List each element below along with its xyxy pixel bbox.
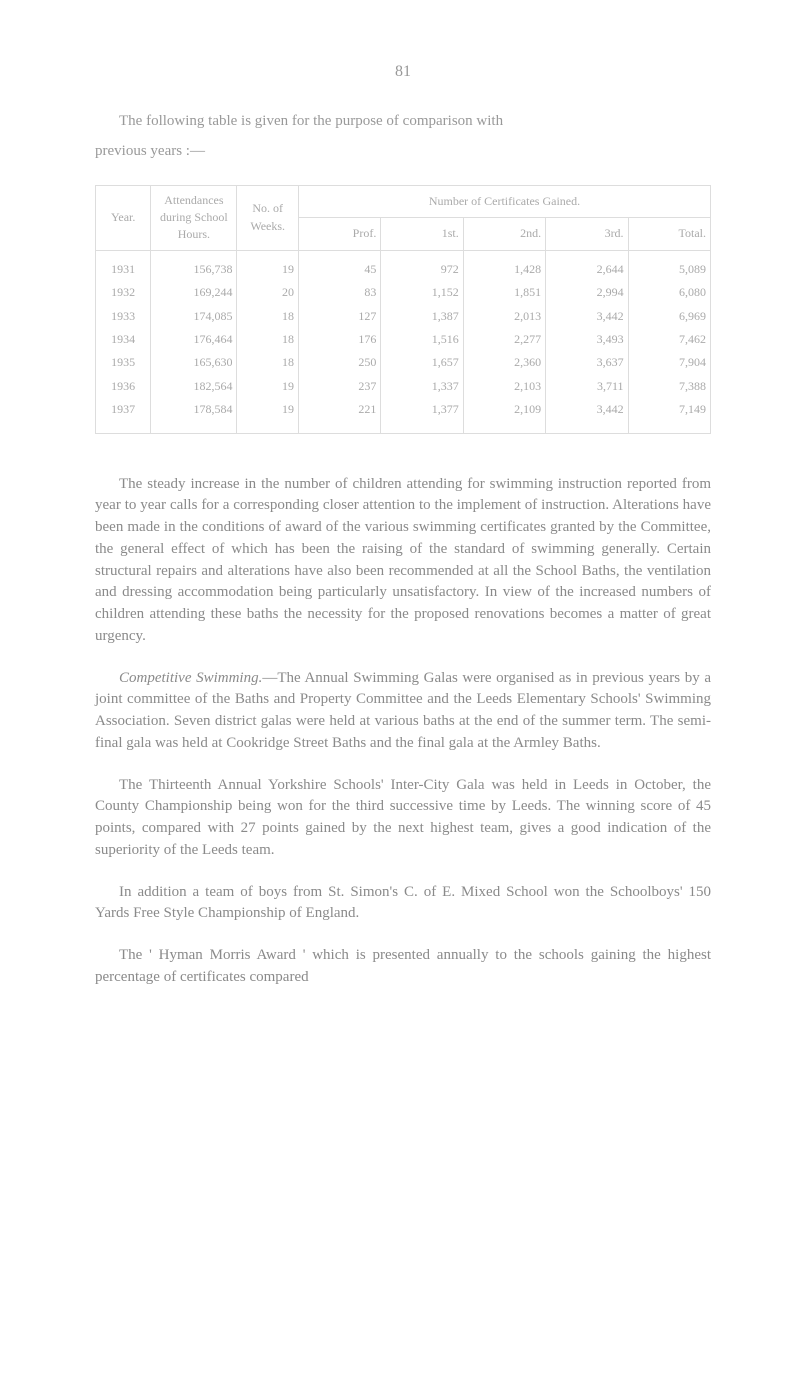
cell-year: 1933 bbox=[96, 305, 151, 328]
cell-first: 1,387 bbox=[381, 305, 463, 328]
cell-third: 3,442 bbox=[546, 305, 628, 328]
cell-weeks: 18 bbox=[237, 328, 299, 351]
cell-prof: 45 bbox=[298, 250, 380, 281]
cell-third: 3,493 bbox=[546, 328, 628, 351]
cell-second: 2,360 bbox=[463, 351, 545, 374]
table-row: 1934 176,464 18 176 1,516 2,277 3,493 7,… bbox=[96, 328, 711, 351]
cell-second: 1,851 bbox=[463, 281, 545, 304]
cell-year: 1935 bbox=[96, 351, 151, 374]
cell-weeks: 18 bbox=[237, 305, 299, 328]
cell-second: 2,103 bbox=[463, 375, 545, 398]
header-year: Year. bbox=[96, 185, 151, 250]
table-body: 1931 156,738 19 45 972 1,428 2,644 5,089… bbox=[96, 250, 711, 433]
cell-second: 2,109 bbox=[463, 398, 545, 433]
certificates-table: Year. Attendances during School Hours. N… bbox=[95, 185, 711, 434]
table-row: 1935 165,630 18 250 1,657 2,360 3,637 7,… bbox=[96, 351, 711, 374]
cell-att: 156,738 bbox=[151, 250, 237, 281]
cell-att: 169,244 bbox=[151, 281, 237, 304]
table-row: 1936 182,564 19 237 1,337 2,103 3,711 7,… bbox=[96, 375, 711, 398]
para2-lead: Competitive Swimming. bbox=[119, 670, 262, 686]
header-first: 1st. bbox=[381, 218, 463, 251]
cell-weeks: 20 bbox=[237, 281, 299, 304]
cell-att: 174,085 bbox=[151, 305, 237, 328]
paragraph-5: The ' Hyman Morris Award ' which is pres… bbox=[95, 945, 711, 989]
table-row: 1933 174,085 18 127 1,387 2,013 3,442 6,… bbox=[96, 305, 711, 328]
header-second: 2nd. bbox=[463, 218, 545, 251]
cell-total: 5,089 bbox=[628, 250, 710, 281]
header-certificates: Number of Certificates Gained. bbox=[298, 185, 710, 218]
cell-year: 1932 bbox=[96, 281, 151, 304]
cell-prof: 221 bbox=[298, 398, 380, 433]
cell-att: 165,630 bbox=[151, 351, 237, 374]
table-row: 1931 156,738 19 45 972 1,428 2,644 5,089 bbox=[96, 250, 711, 281]
cell-weeks: 19 bbox=[237, 375, 299, 398]
header-third: 3rd. bbox=[546, 218, 628, 251]
cell-total: 7,462 bbox=[628, 328, 710, 351]
paragraph-2: Competitive Swimming.—The Annual Swimmin… bbox=[95, 668, 711, 755]
cell-second: 1,428 bbox=[463, 250, 545, 281]
intro-line-2: previous years :— bbox=[95, 141, 711, 163]
header-weeks: No. of Weeks. bbox=[237, 185, 299, 250]
header-attendances: Attendances during School Hours. bbox=[151, 185, 237, 250]
cell-year: 1937 bbox=[96, 398, 151, 433]
header-prof: Prof. bbox=[298, 218, 380, 251]
cell-third: 3,442 bbox=[546, 398, 628, 433]
cell-first: 1,377 bbox=[381, 398, 463, 433]
cell-third: 3,637 bbox=[546, 351, 628, 374]
cell-year: 1931 bbox=[96, 250, 151, 281]
cell-year: 1936 bbox=[96, 375, 151, 398]
cell-prof: 250 bbox=[298, 351, 380, 374]
cell-second: 2,277 bbox=[463, 328, 545, 351]
paragraph-1: The steady increase in the number of chi… bbox=[95, 474, 711, 648]
cell-att: 178,584 bbox=[151, 398, 237, 433]
page-number: 81 bbox=[95, 60, 711, 83]
cell-first: 1,337 bbox=[381, 375, 463, 398]
cell-year: 1934 bbox=[96, 328, 151, 351]
cell-att: 176,464 bbox=[151, 328, 237, 351]
cell-second: 2,013 bbox=[463, 305, 545, 328]
table-row: 1932 169,244 20 83 1,152 1,851 2,994 6,0… bbox=[96, 281, 711, 304]
cell-third: 2,994 bbox=[546, 281, 628, 304]
intro-line-1: The following table is given for the pur… bbox=[95, 111, 711, 133]
cell-prof: 237 bbox=[298, 375, 380, 398]
cell-first: 1,152 bbox=[381, 281, 463, 304]
cell-first: 1,516 bbox=[381, 328, 463, 351]
cell-third: 3,711 bbox=[546, 375, 628, 398]
paragraph-4: In addition a team of boys from St. Simo… bbox=[95, 882, 711, 926]
header-total: Total. bbox=[628, 218, 710, 251]
paragraph-3: The Thirteenth Annual Yorkshire Schools'… bbox=[95, 775, 711, 862]
cell-total: 6,969 bbox=[628, 305, 710, 328]
cell-weeks: 18 bbox=[237, 351, 299, 374]
cell-prof: 127 bbox=[298, 305, 380, 328]
cell-total: 7,904 bbox=[628, 351, 710, 374]
cell-first: 972 bbox=[381, 250, 463, 281]
cell-weeks: 19 bbox=[237, 250, 299, 281]
cell-att: 182,564 bbox=[151, 375, 237, 398]
cell-prof: 83 bbox=[298, 281, 380, 304]
cell-total: 6,080 bbox=[628, 281, 710, 304]
cell-total: 7,149 bbox=[628, 398, 710, 433]
cell-prof: 176 bbox=[298, 328, 380, 351]
cell-total: 7,388 bbox=[628, 375, 710, 398]
cell-third: 2,644 bbox=[546, 250, 628, 281]
table-row: 1937 178,584 19 221 1,377 2,109 3,442 7,… bbox=[96, 398, 711, 433]
cell-first: 1,657 bbox=[381, 351, 463, 374]
cell-weeks: 19 bbox=[237, 398, 299, 433]
